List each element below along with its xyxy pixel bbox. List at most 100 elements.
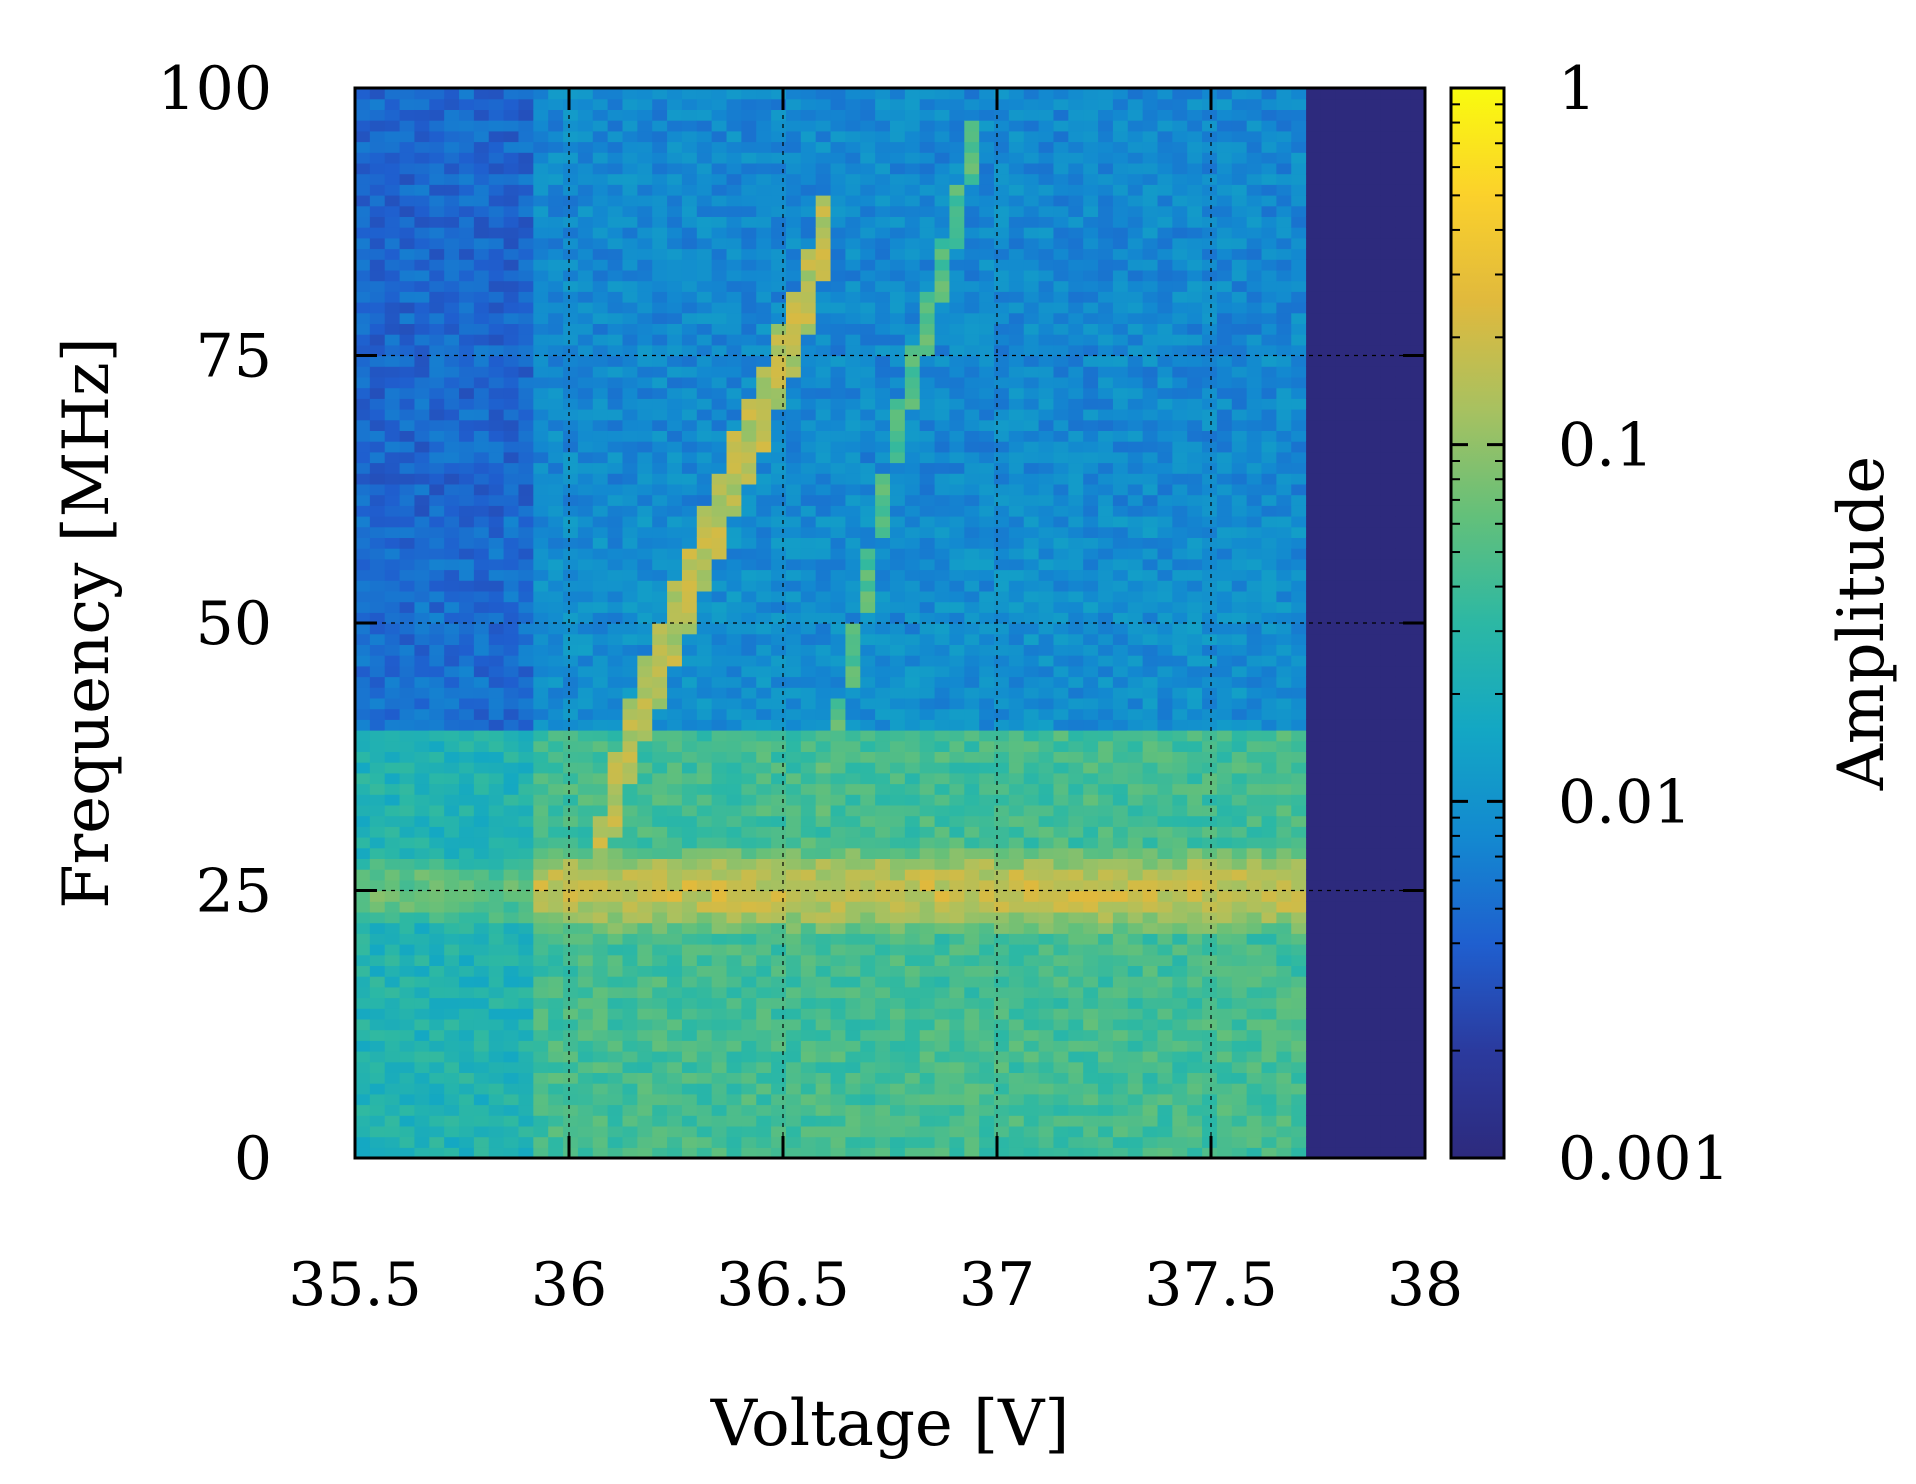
heatmap-cell bbox=[444, 462, 460, 474]
heatmap-cell bbox=[785, 483, 802, 496]
heatmap-cell bbox=[1068, 847, 1084, 859]
heatmap-cell bbox=[845, 1051, 861, 1063]
heatmap-cell bbox=[934, 997, 951, 1009]
heatmap-cell bbox=[592, 409, 609, 421]
heatmap-cell bbox=[607, 580, 624, 592]
heatmap-cell bbox=[890, 120, 906, 132]
heatmap-cell bbox=[384, 719, 401, 731]
heatmap-cell bbox=[1038, 1125, 1055, 1138]
heatmap-cell bbox=[1083, 976, 1099, 988]
heatmap-cell bbox=[681, 1061, 698, 1073]
heatmap-cell bbox=[830, 1051, 847, 1063]
heatmap-cell bbox=[771, 655, 787, 667]
heatmap-cell bbox=[681, 879, 698, 892]
heatmap-cell bbox=[607, 783, 624, 795]
heatmap-cell bbox=[444, 655, 460, 667]
heatmap-cell bbox=[845, 344, 861, 357]
heatmap-cell bbox=[1068, 494, 1084, 506]
heatmap-cell bbox=[964, 505, 980, 517]
heatmap-cell bbox=[414, 569, 430, 581]
heatmap-cell bbox=[384, 141, 401, 153]
heatmap-cell bbox=[681, 526, 698, 538]
heatmap-cell bbox=[1068, 1147, 1084, 1159]
heatmap-cell bbox=[652, 1018, 668, 1031]
heatmap-cell bbox=[875, 526, 891, 538]
heatmap-cell bbox=[860, 847, 876, 859]
heatmap-cell bbox=[1008, 1147, 1025, 1159]
heatmap-cell bbox=[533, 623, 549, 635]
heatmap-cell bbox=[771, 783, 787, 795]
heatmap-cell bbox=[592, 366, 609, 378]
heatmap-cell bbox=[548, 302, 564, 314]
heatmap-cell bbox=[815, 815, 832, 827]
heatmap-cell bbox=[592, 1018, 609, 1031]
heatmap-cell bbox=[563, 227, 579, 239]
heatmap-cell bbox=[711, 655, 728, 667]
heatmap-cell bbox=[785, 141, 802, 153]
heatmap-cell bbox=[563, 419, 579, 431]
heatmap-cell bbox=[1053, 1136, 1069, 1148]
heatmap-cell bbox=[1008, 216, 1025, 228]
heatmap-cell bbox=[726, 901, 742, 913]
heatmap-cell bbox=[875, 109, 891, 121]
heatmap-cell bbox=[592, 280, 609, 292]
heatmap-cell bbox=[771, 1125, 787, 1138]
heatmap-cell bbox=[414, 430, 430, 442]
heatmap-cell bbox=[890, 1018, 906, 1031]
heatmap-cell bbox=[503, 1008, 520, 1020]
heatmap-cell bbox=[592, 1093, 609, 1106]
heatmap-cell bbox=[875, 548, 891, 560]
heatmap-cell bbox=[503, 986, 520, 999]
heatmap-cell bbox=[726, 526, 742, 538]
heatmap-cell bbox=[355, 173, 371, 185]
heatmap-cell bbox=[459, 655, 475, 667]
heatmap-cell bbox=[1083, 815, 1099, 827]
heatmap-cell bbox=[964, 355, 980, 367]
heatmap-cell bbox=[592, 697, 609, 710]
heatmap-cell bbox=[384, 280, 401, 292]
heatmap-cell bbox=[994, 441, 1010, 453]
heatmap-cell bbox=[1068, 751, 1084, 763]
heatmap-cell bbox=[1023, 152, 1040, 164]
heatmap-cell bbox=[533, 665, 549, 678]
heatmap-cell bbox=[488, 858, 505, 870]
heatmap-cell bbox=[1068, 419, 1084, 431]
heatmap-cell bbox=[741, 216, 757, 228]
heatmap-cell bbox=[711, 291, 728, 303]
heatmap-cell bbox=[741, 409, 757, 421]
heatmap-cell bbox=[369, 933, 386, 945]
heatmap-cell bbox=[414, 708, 430, 720]
heatmap-cell bbox=[622, 1093, 638, 1106]
heatmap-cell bbox=[473, 837, 490, 849]
heatmap-cell bbox=[696, 1061, 713, 1073]
heatmap-cell bbox=[994, 302, 1010, 314]
heatmap-cell bbox=[355, 1051, 371, 1063]
heatmap-cell bbox=[1038, 376, 1055, 389]
heatmap-cell bbox=[548, 879, 564, 892]
heatmap-cell bbox=[488, 1093, 505, 1106]
heatmap-cell bbox=[384, 751, 401, 763]
heatmap-cell bbox=[1068, 334, 1084, 346]
heatmap-cell bbox=[964, 890, 980, 902]
heatmap-cell bbox=[577, 708, 594, 720]
heatmap-cell bbox=[756, 526, 772, 538]
heatmap-cell bbox=[815, 398, 832, 410]
heatmap-cell bbox=[756, 259, 772, 271]
heatmap-cell bbox=[845, 109, 861, 121]
heatmap-cell bbox=[756, 344, 772, 357]
heatmap-cell bbox=[756, 762, 772, 774]
heatmap-cell bbox=[414, 890, 430, 902]
heatmap-cell bbox=[414, 1040, 430, 1052]
heatmap-cell bbox=[919, 1029, 936, 1041]
heatmap-cell bbox=[904, 526, 921, 538]
heatmap-cell bbox=[429, 1061, 445, 1073]
heatmap-cell bbox=[1023, 1093, 1040, 1106]
heatmap-cell bbox=[711, 1008, 728, 1020]
heatmap-cell bbox=[845, 419, 861, 431]
heatmap-cell bbox=[934, 890, 951, 902]
heatmap-cell bbox=[1008, 184, 1025, 196]
heatmap-cell bbox=[563, 687, 579, 699]
heatmap-cell bbox=[414, 612, 430, 624]
heatmap-cell bbox=[369, 655, 386, 667]
heatmap-cell bbox=[399, 965, 416, 977]
